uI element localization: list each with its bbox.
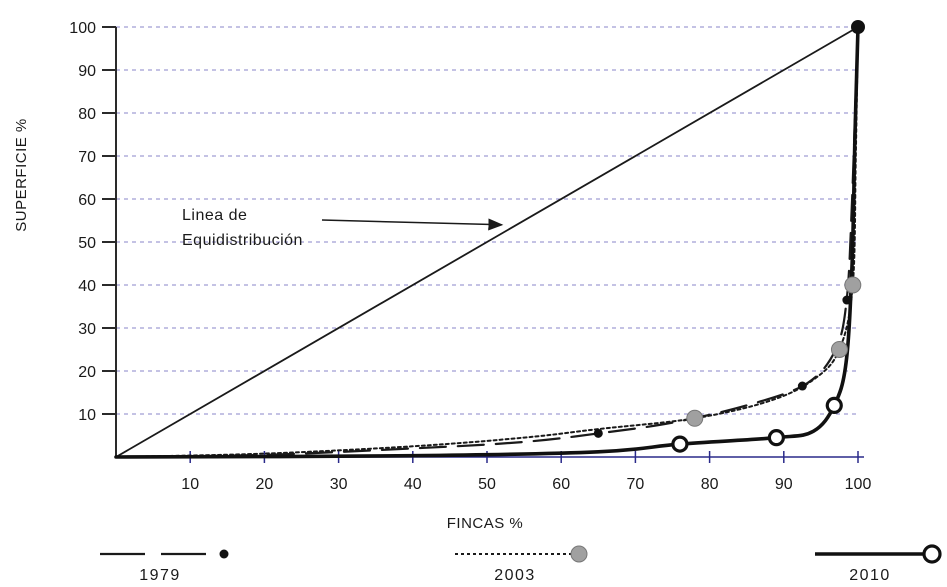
x-tick-label-10: 10	[181, 476, 199, 493]
legend: 1979 2003 2010	[100, 544, 942, 584]
series-lines	[114, 25, 860, 459]
marker-2010-0	[671, 435, 689, 453]
y-tick-label-50: 50	[78, 235, 96, 252]
legend-label-2003: 2003	[494, 567, 536, 582]
x-tick-label-60: 60	[552, 476, 570, 493]
y-tick-label-10: 10	[78, 407, 96, 424]
y-tick-label-100: 100	[69, 20, 96, 37]
marker-2010-2	[825, 396, 843, 414]
y-tick-label-40: 40	[78, 278, 96, 295]
marker-1979-1	[797, 381, 807, 391]
marker-2010-1	[767, 429, 785, 447]
legend-item-1979: 1979	[100, 549, 229, 584]
annotation-text-line-2: Equidistribución	[182, 232, 303, 249]
y-tick-label-60: 60	[78, 192, 96, 209]
x-tick-label-20: 20	[256, 476, 274, 493]
y-tick-label-70: 70	[78, 149, 96, 166]
legend-marker-2003	[570, 545, 588, 563]
marker-1979-0	[593, 428, 603, 438]
x-tick-label-50: 50	[478, 476, 496, 493]
x-tick-label-90: 90	[775, 476, 793, 493]
legend-label-1979: 1979	[139, 567, 181, 582]
x-tick-label-40: 40	[404, 476, 422, 493]
series-line-2003	[115, 26, 859, 458]
legend-item-2003: 2003	[455, 545, 588, 584]
y-tick-label-20: 20	[78, 364, 96, 381]
legend-item-2010: 2010	[815, 544, 942, 584]
tick-labels: 10 20 30 40 50 60 70 80 90 100 10 20 30 40 50 60 70 80 90 1…	[69, 20, 871, 493]
marker-2003-2	[844, 276, 862, 294]
legend-marker-2010	[922, 544, 942, 564]
equidistribution-line	[115, 26, 859, 458]
x-tick-label-100: 100	[845, 476, 872, 493]
annotation-arrow	[321, 218, 504, 231]
y-tick-label-30: 30	[78, 321, 96, 338]
marker-2003-0	[686, 409, 704, 427]
series-markers	[593, 20, 865, 453]
marker-2003-1	[830, 341, 848, 358]
x-axis-title: FINCAS %	[447, 515, 524, 532]
x-tick-label-30: 30	[330, 476, 348, 493]
x-tick-label-70: 70	[627, 476, 645, 493]
y-tick-label-80: 80	[78, 106, 96, 123]
y-axis-title: SUPERFICIE %	[13, 118, 30, 232]
marker-1979-2	[842, 295, 852, 305]
series-line-2010	[114, 25, 860, 459]
annotation-text-line-1: Linea de	[182, 207, 247, 224]
y-tick-label-90: 90	[78, 63, 96, 80]
annotation: Linea de Equidistribución	[182, 207, 504, 249]
marker-2010-3	[851, 20, 865, 34]
legend-marker-1979	[219, 549, 229, 559]
x-tick-label-80: 80	[701, 476, 719, 493]
legend-label-2010: 2010	[849, 567, 891, 582]
